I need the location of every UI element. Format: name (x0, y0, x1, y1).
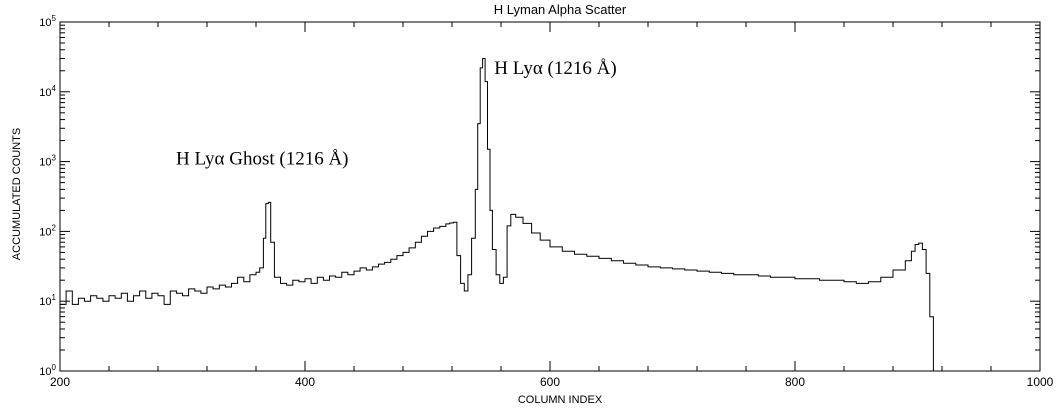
x-tick-label: 800 (785, 375, 805, 389)
x-axis-label: COLUMN INDEX (518, 394, 603, 406)
series-line (60, 58, 934, 371)
y-tick-label: 101 (39, 293, 56, 308)
x-tick-label: 400 (295, 375, 315, 389)
x-tick-label: 600 (540, 375, 560, 389)
y-tick-label: 100 (39, 363, 56, 378)
x-tick-label: 1000 (1027, 375, 1054, 389)
annotation-ghost: H Lyα Ghost (1216 Å) (176, 149, 349, 170)
annotations: H Lyα (1216 Å) H Lyα Ghost (1216 Å) (176, 58, 617, 170)
y-tick-label: 104 (39, 84, 56, 99)
tick-labels: 200 400 600 800 1000 100 101 102 103 104 105 (39, 14, 1053, 389)
y-tick-label: 105 (39, 14, 56, 29)
plot-frame (59, 21, 1041, 372)
y-axis-label: ACCUMULATED COUNTS (11, 128, 23, 260)
x-tick-label: 200 (50, 375, 70, 389)
y-tick-label: 102 (39, 223, 56, 238)
chart-title: H Lyman Alpha Scatter (494, 2, 627, 17)
annotation-main: H Lyα (1216 Å) (494, 58, 616, 79)
y-tick-label: 103 (39, 154, 56, 169)
